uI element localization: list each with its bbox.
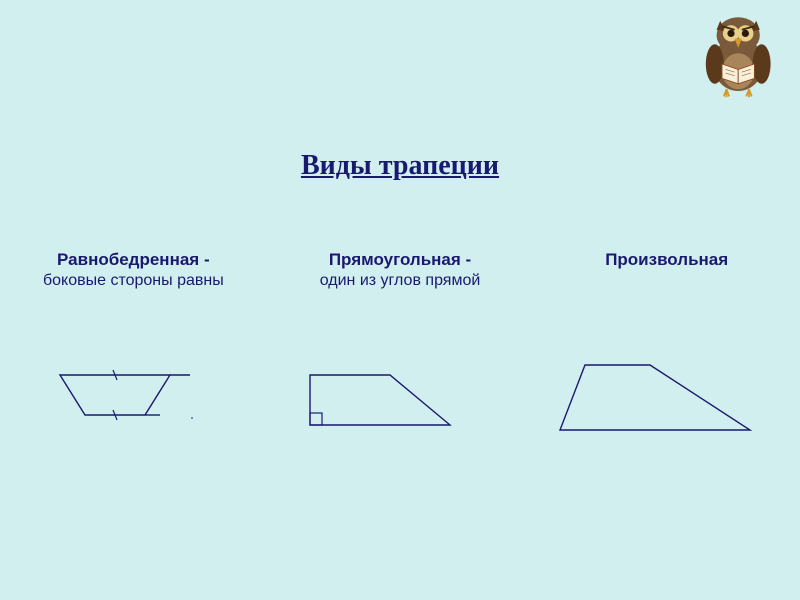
arbitrary-trapezoid-icon [540, 350, 760, 450]
owl-mascot [695, 10, 785, 100]
col-right: Прямоугольная - один из углов прямой [267, 250, 534, 290]
col-heading: Равнобедренная - [10, 250, 257, 270]
columns-row: Равнобедренная - боковые стороны равны П… [0, 250, 800, 290]
right-trapezoid-icon [290, 360, 470, 440]
col-heading: Произвольная [543, 250, 790, 270]
col-isosceles: Равнобедренная - боковые стороны равны [0, 250, 267, 290]
col-arbitrary: Произвольная [533, 250, 800, 290]
shapes-area [0, 360, 800, 480]
col-heading: Прямоугольная - [277, 250, 524, 270]
page-title: Виды трапеции [301, 150, 499, 182]
col-sub: один из углов прямой [277, 272, 524, 290]
col-sub: боковые стороны равны [10, 272, 257, 290]
isosceles-trapezoid-icon [40, 360, 200, 430]
